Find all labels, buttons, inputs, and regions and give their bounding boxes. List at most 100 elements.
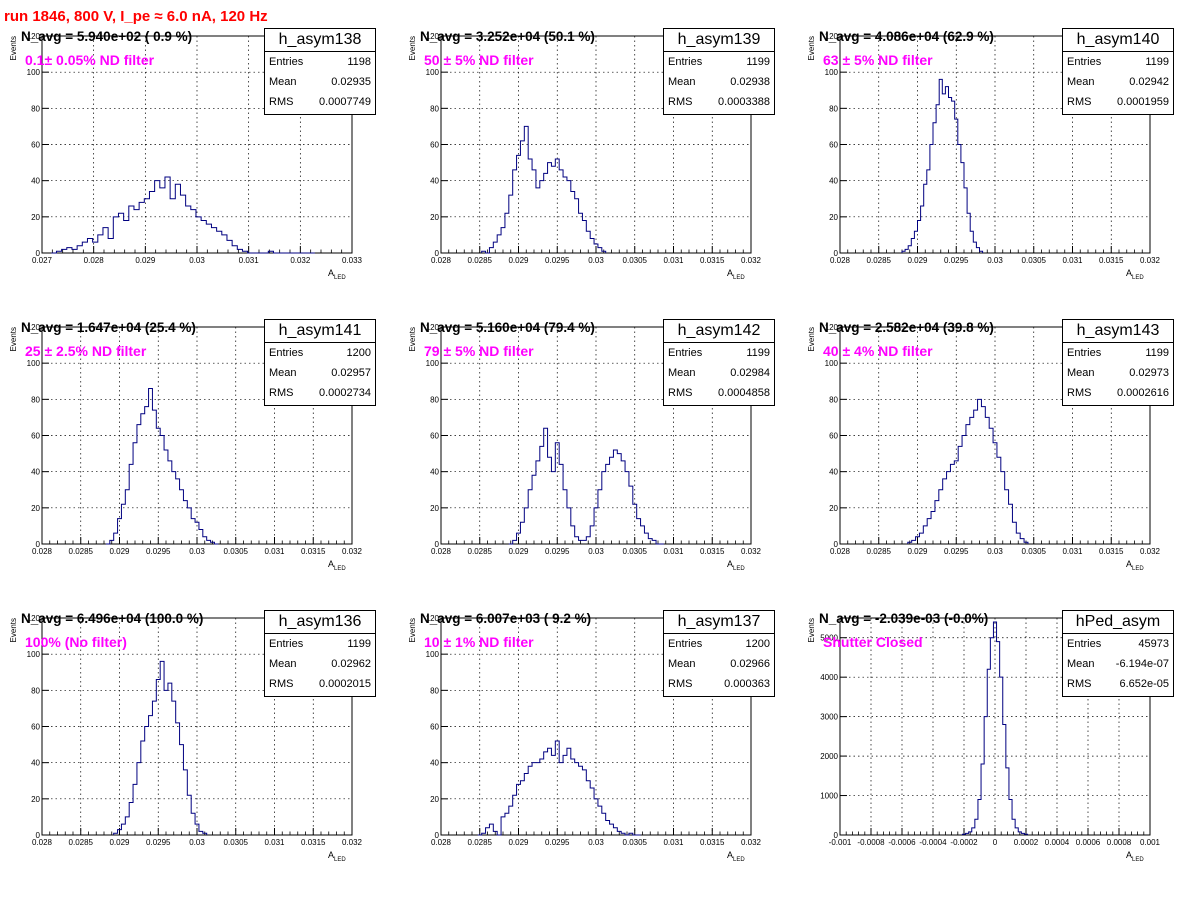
histogram-bin bbox=[563, 755, 567, 835]
histogram-bin bbox=[993, 622, 996, 835]
histogram-bin bbox=[536, 763, 540, 835]
histogram-bin bbox=[489, 248, 493, 253]
x-tick-label: -0.0008 bbox=[857, 838, 885, 847]
histogram-bin bbox=[536, 188, 540, 253]
histogram-bin bbox=[559, 170, 563, 253]
y-axis-title: Events bbox=[9, 36, 18, 60]
histogram-bin bbox=[164, 690, 168, 835]
y-axis-title: Events bbox=[9, 618, 18, 642]
x-tick-label: 0.031 bbox=[663, 838, 684, 847]
histogram-bin bbox=[555, 741, 559, 835]
histogram-bin bbox=[923, 526, 927, 544]
x-tick-label: 0.033 bbox=[342, 256, 363, 265]
x-tick-label: 0.0295 bbox=[545, 838, 570, 847]
y-tick-label: 100 bbox=[27, 650, 41, 659]
y-tick-label: 40 bbox=[430, 468, 439, 477]
stats-label: Mean bbox=[269, 367, 297, 379]
histogram-bin bbox=[1009, 504, 1013, 544]
histogram-bin bbox=[621, 461, 625, 544]
histogram-bin bbox=[125, 817, 129, 835]
stats-label: Entries bbox=[668, 347, 703, 359]
x-tick-label: 0.0315 bbox=[1099, 547, 1124, 556]
x-tick-label: 0.0315 bbox=[700, 838, 725, 847]
histogram-bin bbox=[164, 450, 168, 544]
histogram-bin bbox=[989, 428, 993, 544]
stats-row-entries: Entries 45973 bbox=[1063, 634, 1173, 654]
histogram-bin bbox=[567, 181, 571, 253]
x-tick-label: 0.0004 bbox=[1045, 838, 1070, 847]
histogram-bin bbox=[222, 235, 227, 253]
histogram-bin bbox=[528, 159, 532, 253]
histogram-bin bbox=[505, 813, 509, 835]
filter-label: 50 ± 5% ND filter bbox=[424, 52, 534, 68]
histogram-bin bbox=[524, 508, 528, 544]
stats-value: 45973 bbox=[1138, 638, 1169, 650]
stats-row-mean: Mean 0.02938 bbox=[664, 72, 774, 92]
histogram-bin bbox=[203, 537, 207, 544]
svg-text:ALED: ALED bbox=[328, 850, 346, 863]
x-tick-label: 0.032 bbox=[290, 256, 311, 265]
x-tick-label: 0.03 bbox=[588, 256, 604, 265]
histogram-panel: 0.028 0.0285 0.029 0.0295 0.03 0.0305 0.031 0.0… bbox=[399, 25, 797, 315]
stats-row-mean: Mean 0.02966 bbox=[664, 654, 774, 674]
svg-text:ALED: ALED bbox=[727, 850, 745, 863]
x-tick-label: 0.029 bbox=[508, 547, 529, 556]
y-tick-label: 60 bbox=[430, 432, 439, 441]
y-tick-label: 40 bbox=[829, 468, 838, 477]
x-tick-label: 0.0305 bbox=[1022, 256, 1047, 265]
histogram-bin bbox=[110, 540, 114, 544]
histogram-bin bbox=[916, 537, 920, 544]
stats-box: h_asym141 Entries 1200 Mean 0.02957 RMS 0.0002… bbox=[264, 319, 376, 406]
stats-value: 0.02938 bbox=[730, 76, 770, 88]
filter-label: 40 ± 4% ND filter bbox=[823, 343, 933, 359]
histogram-bin bbox=[571, 526, 575, 544]
histogram-bin bbox=[978, 399, 982, 544]
y-tick-label: 0 bbox=[435, 831, 440, 840]
histogram-bin bbox=[1016, 533, 1020, 544]
histogram-name: h_asym140 bbox=[1063, 29, 1173, 52]
histogram-name: h_asym136 bbox=[265, 611, 375, 634]
histogram-bin bbox=[206, 224, 211, 253]
histogram-bin bbox=[544, 173, 548, 253]
y-tick-label: 40 bbox=[31, 468, 40, 477]
histogram-bin bbox=[191, 519, 195, 544]
histogram-bin bbox=[582, 220, 586, 253]
y-tick-label: 0 bbox=[834, 831, 839, 840]
stats-label: RMS bbox=[269, 678, 294, 690]
histogram-bin bbox=[528, 490, 532, 544]
histogram-outline bbox=[901, 78, 984, 253]
histogram-bin bbox=[1005, 490, 1009, 544]
x-tick-label: 0.031 bbox=[239, 256, 260, 265]
navg-label: N_avg = 2.582e+04 (39.8 %) bbox=[819, 320, 994, 335]
stats-value: 0.02966 bbox=[730, 658, 770, 670]
x-tick-label: 0.032 bbox=[741, 256, 762, 265]
histogram-bin bbox=[520, 781, 524, 835]
stats-label: Entries bbox=[1067, 56, 1102, 68]
histogram-bin bbox=[575, 537, 579, 544]
x-tick-label: 0.0285 bbox=[69, 838, 94, 847]
histogram-bin bbox=[489, 824, 493, 835]
x-tick-label: 0.028 bbox=[84, 256, 105, 265]
stats-value: 1199 bbox=[1145, 56, 1169, 68]
stats-row-entries: Entries 1200 bbox=[265, 343, 375, 363]
histogram-plot: 0.028 0.0285 0.029 0.0295 0.03 0.0305 0.031 0.0… bbox=[807, 323, 1161, 572]
x-tick-label: 0.028 bbox=[431, 547, 452, 556]
histogram-bin bbox=[165, 177, 170, 253]
x-tick-label: 0.0315 bbox=[301, 838, 326, 847]
stats-box: h_asym139 Entries 1199 Mean 0.02938 RMS 0.0003… bbox=[663, 28, 775, 115]
histogram-bin bbox=[579, 540, 583, 544]
histogram-plot: 0.028 0.0285 0.029 0.0295 0.03 0.0305 0.031 0.0… bbox=[9, 323, 363, 572]
stats-label: Entries bbox=[668, 638, 703, 650]
histogram-bin bbox=[540, 446, 544, 544]
stats-label: RMS bbox=[1067, 387, 1092, 399]
stats-value: 0.02984 bbox=[730, 367, 770, 379]
histogram-bin bbox=[958, 446, 962, 544]
y-tick-label: 20 bbox=[31, 504, 40, 513]
stats-value: 0.0007749 bbox=[319, 96, 371, 108]
stats-value: 0.0002616 bbox=[1117, 387, 1169, 399]
y-tick-label: 120 bbox=[27, 323, 41, 332]
y-tick-label: 100 bbox=[27, 68, 41, 77]
histogram-bin bbox=[1020, 539, 1024, 544]
histogram-bin bbox=[997, 457, 1001, 544]
histogram-outline bbox=[481, 125, 607, 254]
